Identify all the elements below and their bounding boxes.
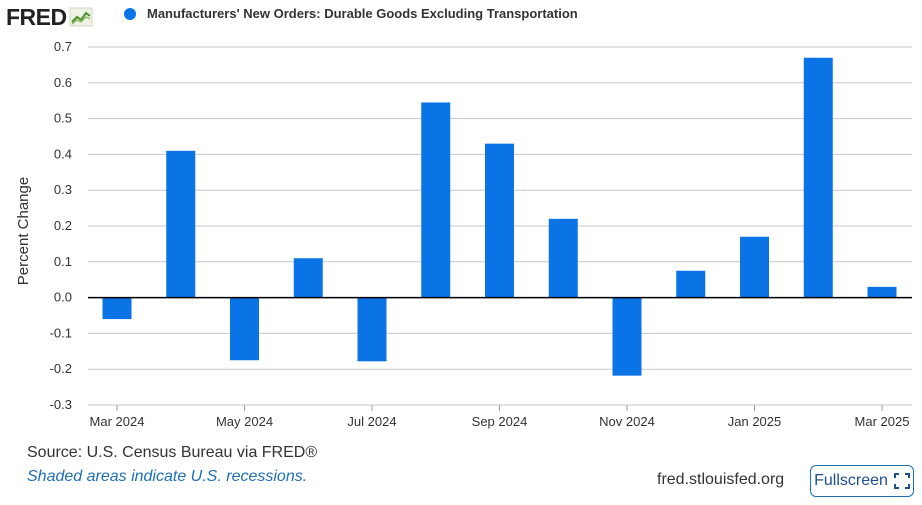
x-tick-label: Sep 2024 (472, 414, 528, 429)
bar-mar-2024[interactable] (102, 297, 132, 320)
bar-jan-2025[interactable] (740, 236, 769, 298)
bar-sep-2024[interactable] (485, 143, 514, 298)
y-tick-label: 0.4 (54, 146, 72, 161)
fullscreen-button[interactable]: Fullscreen (810, 465, 914, 497)
bar-may-2024[interactable] (230, 297, 259, 361)
y-tick-label: 0.1 (54, 254, 72, 269)
y-tick-label: 0.7 (54, 39, 72, 54)
chart-bars (102, 57, 897, 376)
chart-legend: Manufacturers' New Orders: Durable Goods… (124, 6, 578, 21)
fullscreen-icon (893, 473, 910, 489)
legend-label: Manufacturers' New Orders: Durable Goods… (147, 6, 578, 21)
y-tick-label: 0.3 (54, 182, 72, 197)
x-tick-label: Mar 2025 (855, 414, 910, 429)
fred-logo-text: FRED (6, 3, 67, 30)
bar-dec-2024[interactable] (676, 270, 706, 298)
site-url[interactable]: fred.stlouisfed.org (657, 471, 785, 488)
y-tick-label: -0.3 (50, 397, 72, 412)
chart-gridlines (88, 46, 912, 406)
fred-logo[interactable]: FRED (6, 4, 93, 30)
y-tick-label: 0.2 (54, 218, 72, 233)
bar-feb-2025[interactable] (803, 57, 833, 298)
bar-nov-2024[interactable] (612, 297, 642, 376)
x-tick-label: May 2024 (216, 414, 273, 429)
y-tick-label: 0.6 (54, 75, 72, 90)
fred-sparkline-icon (69, 7, 93, 27)
y-axis-ticks: 0.7 0.6 0.5 0.4 0.3 0.2 0.1 0.0 -0.1 -0.2 -0.3 (50, 39, 72, 412)
bar-jun-2024[interactable] (293, 258, 323, 298)
recession-note: Shaded areas indicate U.S. recessions. (27, 468, 308, 485)
bar-apr-2024[interactable] (166, 150, 196, 298)
x-tick-label: Nov 2024 (599, 414, 655, 429)
bar-aug-2024[interactable] (421, 102, 451, 298)
x-tick-label: Jul 2024 (347, 414, 396, 429)
x-tick-label: Mar 2024 (90, 414, 145, 429)
y-axis-title: Percent Change (15, 177, 32, 285)
y-tick-label: 0.5 (54, 111, 72, 126)
bar-mar-2025[interactable] (867, 286, 897, 298)
x-tick-label: Jan 2025 (728, 414, 782, 429)
source-note: Source: U.S. Census Bureau via FRED® (27, 444, 318, 461)
bar-oct-2024[interactable] (548, 218, 578, 298)
y-tick-label: -0.1 (50, 325, 72, 340)
y-tick-label: -0.2 (50, 361, 72, 376)
x-axis-ticks: Mar 2024 May 2024 Jul 2024 Sep 2024 Nov 2024… (90, 405, 910, 429)
chart-header: FRED Manufacturers' New Orders: Durable … (0, 0, 922, 34)
fullscreen-label: Fullscreen (814, 472, 888, 489)
y-tick-label: 0.0 (54, 290, 72, 305)
bar-jul-2024[interactable] (357, 297, 387, 362)
legend-marker (124, 7, 136, 20)
chart-plot: 0.7 0.6 0.5 0.4 0.3 0.2 0.1 0.0 -0.1 -0.2 -0.3 Mar… (15, 39, 912, 429)
